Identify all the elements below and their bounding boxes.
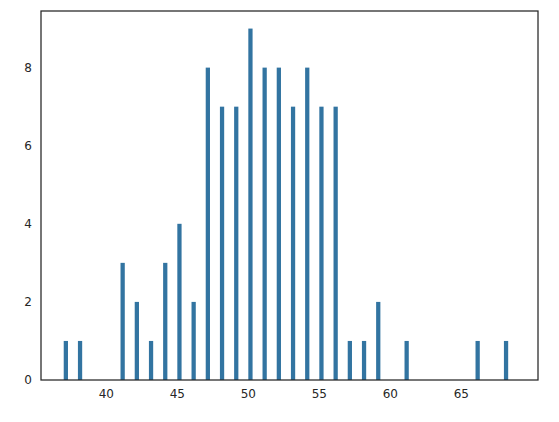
y-tick-label: 0	[24, 373, 32, 387]
y-tick-label: 2	[24, 295, 32, 309]
x-tick-label: 40	[99, 387, 114, 401]
histogram-bar	[305, 68, 309, 380]
x-tick-label: 60	[383, 387, 398, 401]
x-tick-label: 45	[170, 387, 185, 401]
y-tick-label: 6	[24, 139, 32, 153]
x-tick-label: 50	[241, 387, 256, 401]
chart: 40 45 50 55 60 65 0 2 4 6 8	[0, 0, 559, 422]
histogram-bar	[163, 263, 167, 380]
x-tick-label: 65	[454, 387, 469, 401]
histogram-bar	[476, 341, 480, 380]
histogram-bar	[78, 341, 82, 380]
histogram-bar	[334, 107, 338, 380]
histogram-bar	[220, 107, 224, 380]
histogram-bar	[263, 68, 267, 380]
histogram-bar	[277, 68, 281, 380]
histogram-bar	[64, 341, 68, 380]
plot-background	[41, 11, 538, 380]
histogram-bar	[206, 68, 210, 380]
histogram-bar	[149, 341, 153, 380]
histogram-bar	[177, 224, 181, 380]
histogram-bar	[121, 263, 125, 380]
x-tick-label: 55	[312, 387, 327, 401]
histogram-bar	[192, 302, 196, 380]
histogram-bar	[248, 29, 252, 380]
histogram-bar	[362, 341, 366, 380]
histogram-bar	[291, 107, 295, 380]
histogram-bar	[405, 341, 409, 380]
histogram-bar	[135, 302, 139, 380]
plot-frame	[41, 11, 538, 380]
y-tick-label: 4	[24, 217, 32, 231]
histogram-bar	[348, 341, 352, 380]
histogram-bar	[504, 341, 508, 380]
bars	[64, 29, 508, 380]
histogram-bar	[234, 107, 238, 380]
histogram-bar	[376, 302, 380, 380]
histogram-bar	[319, 107, 323, 380]
y-tick-label: 8	[24, 61, 32, 75]
